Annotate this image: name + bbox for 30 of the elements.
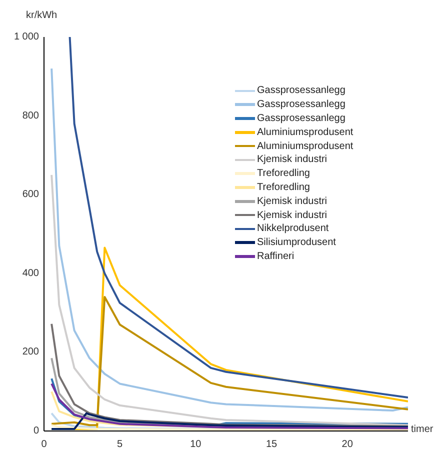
x-tick-label: 5 bbox=[117, 439, 124, 450]
legend-label: Treforedling bbox=[257, 168, 310, 180]
y-tick-label: 800 bbox=[22, 110, 40, 122]
legend-label: Gassprosessanlegg bbox=[257, 85, 346, 96]
legend-label: Aluminiumsprodusent bbox=[257, 140, 354, 152]
x-tick-label: 20 bbox=[342, 439, 354, 450]
legend-label: Gassprosessanlegg bbox=[257, 99, 346, 110]
y-axis-title: kr/kWh bbox=[26, 10, 58, 21]
x-axis-title: timer bbox=[411, 424, 434, 435]
x-tick-label: 0 bbox=[41, 439, 48, 450]
legend-label: Silisiumprodusent bbox=[257, 237, 336, 248]
legend-label: Aluminiumsprodusent bbox=[257, 126, 354, 138]
line-series bbox=[50, 322, 408, 428]
y-tick-label: 600 bbox=[22, 189, 40, 200]
legend-label: Gassprosessanlegg bbox=[257, 112, 346, 124]
legend-label: Nikkelprodusent bbox=[257, 223, 329, 234]
y-tick-label: 1 000 bbox=[14, 32, 40, 42]
legend-label: Kjemisk industri bbox=[257, 196, 328, 207]
legend-label: Kjemisk industri bbox=[257, 154, 328, 166]
y-tick-label: 200 bbox=[22, 346, 40, 358]
y-tick-label: 0 bbox=[33, 426, 40, 436]
line-series bbox=[68, 37, 408, 399]
legend-label: Kjemisk industri bbox=[257, 210, 328, 221]
y-tick-label: 400 bbox=[22, 268, 40, 279]
legend-label: Raffineri bbox=[257, 250, 294, 262]
x-tick-label: 15 bbox=[266, 439, 278, 450]
line-series bbox=[50, 68, 408, 412]
x-tick-label: 10 bbox=[190, 439, 202, 450]
line-series bbox=[50, 296, 408, 426]
legend-label: Treforedling bbox=[257, 182, 310, 193]
